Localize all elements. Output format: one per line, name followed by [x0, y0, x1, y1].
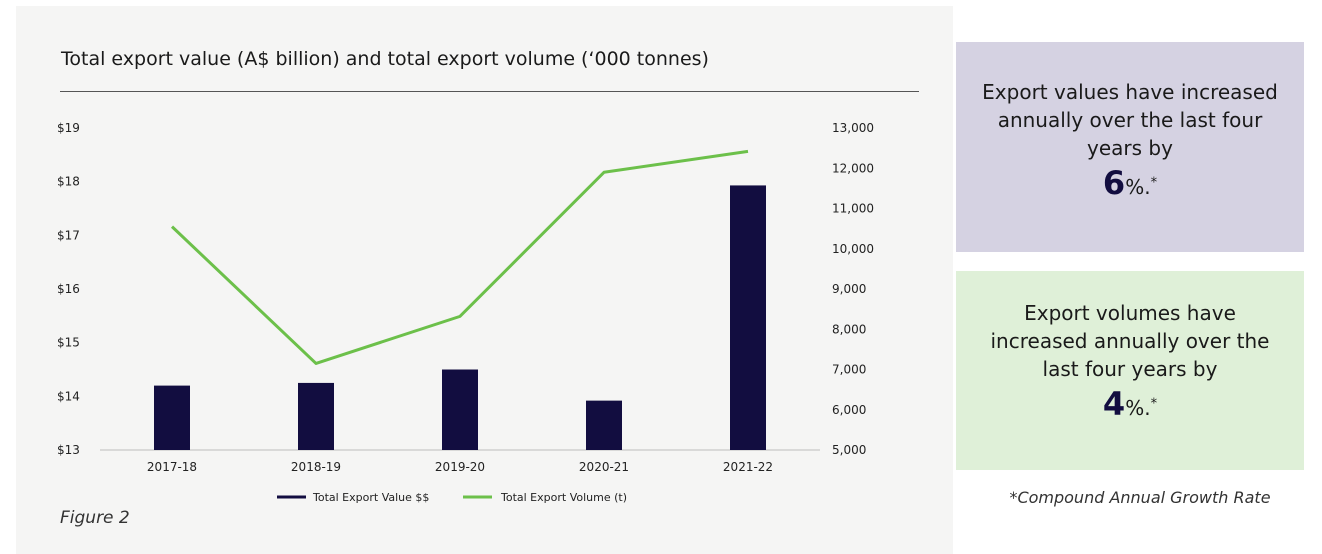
callout-value: 6 — [1102, 164, 1126, 202]
bar-export-value — [730, 185, 766, 450]
bar-export-value — [586, 400, 622, 450]
callout-text: Export volumes have increased annually o… — [990, 301, 1270, 381]
title-divider — [60, 91, 919, 92]
y-left-tick-label: $15 — [57, 336, 80, 350]
y-right-tick-label: 11,000 — [832, 202, 874, 216]
y-left-tick-label: $16 — [57, 282, 80, 296]
y-left-tick-label: $13 — [57, 443, 80, 457]
callout-marker: * — [1150, 396, 1158, 412]
y-right-tick-label: 13,000 — [832, 121, 874, 135]
x-tick-label: 2021-22 — [723, 460, 773, 474]
callout-suffix: %. — [1125, 396, 1151, 420]
y-right-tick-label: 12,000 — [832, 161, 874, 175]
y-left-tick-label: $19 — [57, 121, 80, 135]
callout-text: Export values have increased annually ov… — [982, 80, 1278, 160]
y-right-tick-label: 10,000 — [832, 242, 874, 256]
y-right-tick-label: 8,000 — [832, 322, 866, 336]
callout-stat: 4%.* — [956, 387, 1304, 425]
bar-export-value — [298, 382, 334, 450]
chart-title: Total export value (A$ billion) and tota… — [61, 48, 709, 70]
export-volume-callout: Export volumes have increased annually o… — [956, 271, 1304, 470]
callout-value: 4 — [1102, 385, 1126, 423]
legend-label-export-value: Total Export Value $$ — [312, 491, 429, 504]
bar-export-value — [154, 385, 190, 450]
y-right-tick-label: 6,000 — [832, 403, 866, 417]
y-left-tick-label: $18 — [57, 175, 80, 189]
x-tick-label: 2018-19 — [291, 460, 341, 474]
chart-panel — [16, 6, 953, 554]
legend-label-export-volume: Total Export Volume (t) — [500, 491, 627, 504]
x-tick-label: 2019-20 — [435, 460, 485, 474]
y-right-tick-label: 7,000 — [832, 363, 866, 377]
figure-caption: Figure 2 — [60, 508, 130, 528]
y-left-tick-label: $17 — [57, 228, 80, 242]
y-right-tick-label: 9,000 — [832, 282, 866, 296]
footnote: *Compound Annual Growth Rate — [1009, 488, 1271, 507]
callout-stat: 6%.* — [956, 166, 1304, 204]
line-export-volume — [170, 149, 749, 365]
export-value-callout: Export values have increased annually ov… — [956, 42, 1304, 252]
x-tick-label: 2020-21 — [579, 460, 629, 474]
callout-marker: * — [1150, 175, 1158, 191]
y-right-tick-label: 5,000 — [832, 443, 866, 457]
bar-export-value — [442, 369, 478, 450]
x-tick-label: 2017-18 — [147, 460, 197, 474]
y-left-tick-label: $14 — [57, 389, 80, 403]
callout-suffix: %. — [1125, 175, 1151, 199]
